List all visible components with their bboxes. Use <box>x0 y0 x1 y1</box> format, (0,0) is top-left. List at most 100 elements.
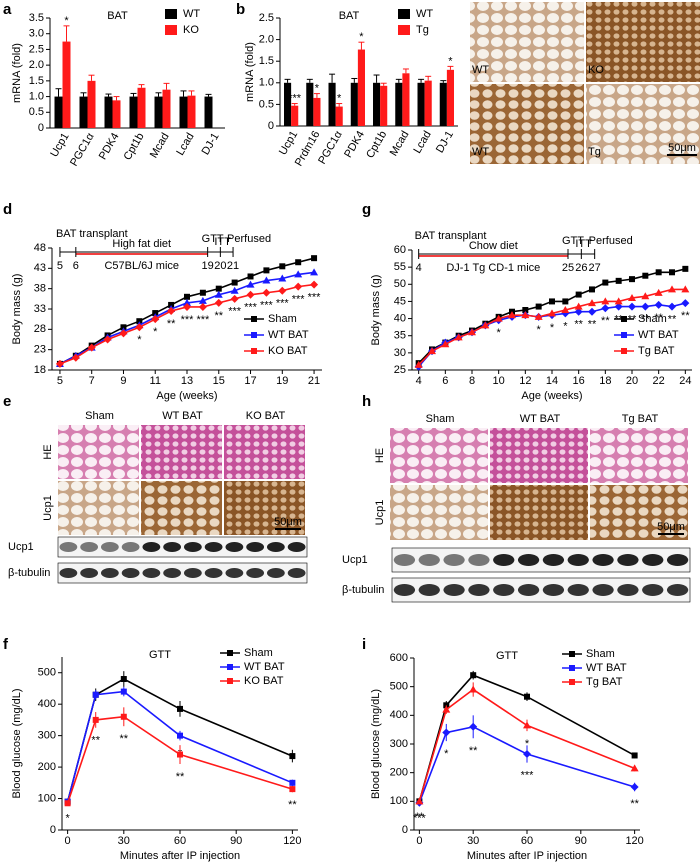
timeline-start: BAT transplant <box>415 230 487 242</box>
marker <box>262 276 271 284</box>
micrograph <box>58 481 139 535</box>
y-tick-label: 1.0 <box>259 77 274 89</box>
bar <box>417 82 425 126</box>
panel-label: i <box>362 636 366 653</box>
blot-band <box>142 568 161 578</box>
marker <box>64 800 71 807</box>
blot-band <box>225 568 244 578</box>
significance: ** <box>214 310 223 322</box>
marker <box>628 294 636 301</box>
legend-label: Sham <box>638 313 667 325</box>
micrograph <box>390 485 488 540</box>
marker <box>654 288 663 296</box>
marker <box>668 302 676 311</box>
panel-label: h <box>362 393 371 410</box>
y-tick-label: 500 <box>390 681 408 693</box>
blot-band <box>592 584 614 596</box>
marker <box>534 312 543 320</box>
timeline-week: 26 <box>575 262 587 274</box>
marker <box>548 309 556 317</box>
timeline-event: GTT <box>202 233 224 245</box>
marker <box>562 298 569 305</box>
x-tick-label: 19 <box>276 375 288 387</box>
marker <box>469 722 478 731</box>
legend-label: Tg <box>416 24 429 36</box>
marker <box>214 298 223 307</box>
significance: * <box>550 322 555 334</box>
x-tick-label: 6 <box>442 375 448 387</box>
x-axis-label: Age (weeks) <box>156 390 217 402</box>
blot-band <box>163 568 182 578</box>
y-tick-label: 48 <box>34 242 46 254</box>
marker <box>247 273 254 280</box>
y-tick-label: 200 <box>38 761 56 773</box>
bar <box>306 82 314 126</box>
marker <box>588 299 596 307</box>
micrograph <box>490 485 588 540</box>
timeline-start: BAT transplant <box>56 228 128 240</box>
x-tick-label: 24 <box>679 375 691 387</box>
marker <box>549 298 555 305</box>
significance: ** <box>630 798 639 810</box>
significance: ** <box>120 733 129 745</box>
blot-band <box>393 554 416 566</box>
marker <box>183 298 191 306</box>
legend-marker <box>227 650 233 656</box>
marker <box>469 685 478 693</box>
x-tick-label: Lcad <box>411 129 433 156</box>
legend-label: Tg BAT <box>586 676 623 688</box>
marker <box>177 732 183 739</box>
significance: *** <box>181 314 195 326</box>
row-label: Ucp1 <box>42 495 54 521</box>
x-axis-label: Age (weeks) <box>521 390 582 402</box>
blot-band <box>493 554 515 566</box>
bar <box>380 85 388 126</box>
blot-band <box>418 584 440 596</box>
y-tick-label: 200 <box>390 767 408 779</box>
panel-label: b <box>236 1 245 18</box>
significance: * <box>337 92 342 104</box>
bar <box>137 87 146 128</box>
marker <box>311 255 318 262</box>
significance: ** <box>601 315 610 327</box>
y-axis-label: Body mass (g) <box>370 275 382 346</box>
blot-band <box>266 568 285 578</box>
bar <box>112 100 121 128</box>
marker <box>523 750 531 759</box>
panel-label: a <box>3 1 12 18</box>
blot-band <box>100 542 119 552</box>
significance: ** <box>668 313 677 325</box>
legend-marker <box>251 316 257 322</box>
chart-title: GTT <box>149 649 171 661</box>
marker <box>231 279 238 286</box>
micrograph <box>141 425 222 479</box>
x-tick-label: PGC1α <box>68 130 97 168</box>
legend-marker <box>227 664 233 670</box>
blot-band <box>617 554 639 566</box>
marker <box>601 304 610 313</box>
significance: ** <box>641 313 650 325</box>
marker <box>561 306 570 313</box>
timeline-mice: DJ-1 Tg CD-1 mice <box>446 262 540 274</box>
marker <box>262 288 271 297</box>
blot-band <box>542 554 565 566</box>
x-tick-label: 18 <box>599 375 611 387</box>
marker <box>71 353 80 362</box>
marker <box>289 779 296 786</box>
legend-marker <box>569 651 575 657</box>
significance: * <box>537 324 542 336</box>
x-tick-label: 14 <box>546 375 558 387</box>
x-tick-label: 9 <box>120 375 126 387</box>
y-tick-label: 45 <box>394 295 406 307</box>
marker <box>151 315 160 324</box>
significance: * <box>563 320 568 332</box>
panel-label: g <box>362 201 371 218</box>
column-label: Tg BAT <box>622 413 659 425</box>
marker <box>614 297 623 305</box>
bar <box>104 96 113 128</box>
row-label: Ucp1 <box>374 500 386 526</box>
x-tick-label: 11 <box>150 375 161 387</box>
blot-band <box>163 542 182 552</box>
blot-band <box>246 542 265 552</box>
x-axis-label: Minutes after IP injection <box>467 850 587 862</box>
